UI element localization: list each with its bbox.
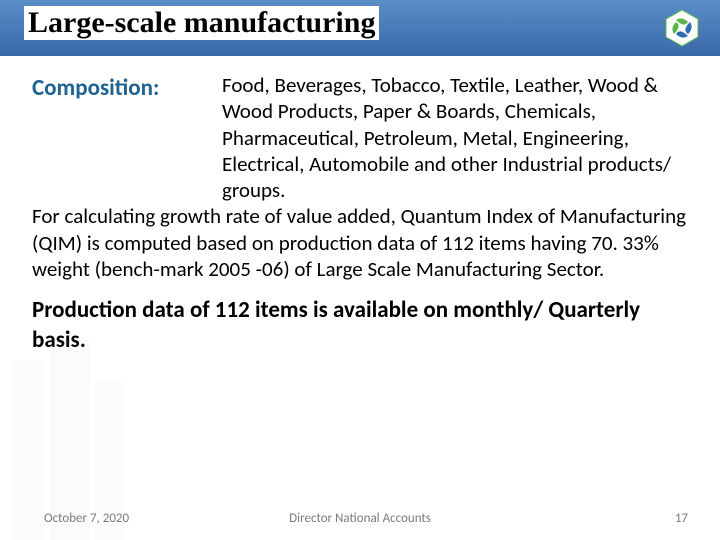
composition-label: Composition: [32, 72, 222, 102]
body-paragraph: For calculating growth rate of value add… [32, 203, 688, 282]
footer-center: Director National Accounts [289, 511, 431, 526]
content-area: Composition: Food, Beverages, Tobacco, T… [0, 56, 720, 356]
footer-date: October 7, 2020 [44, 511, 129, 526]
composition-text: Food, Beverages, Tobacco, Textile, Leath… [222, 72, 688, 203]
composition-row: Composition: Food, Beverages, Tobacco, T… [32, 72, 688, 203]
slide-title: Large-scale manufacturing [24, 6, 379, 40]
logo-icon [662, 8, 702, 48]
title-bar: Large-scale manufacturing [0, 0, 720, 56]
footer: October 7, 2020 Director National Accoun… [0, 511, 720, 526]
footer-page-number: 17 [675, 511, 688, 526]
emphasis-paragraph: Production data of 112 items is availabl… [32, 296, 688, 356]
